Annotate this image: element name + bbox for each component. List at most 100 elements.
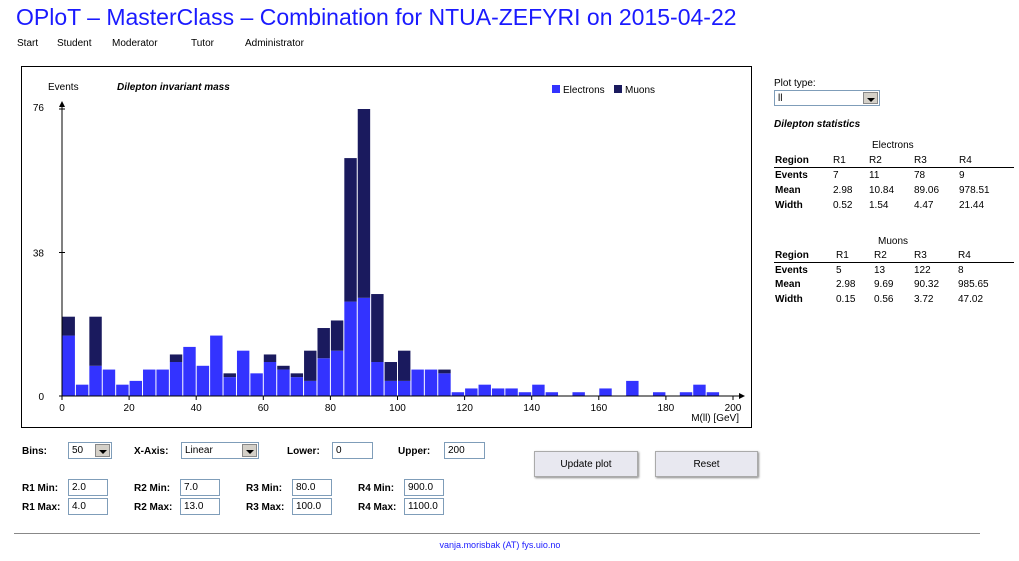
bins-value: 50 — [72, 445, 84, 456]
muons-cell: 13 — [874, 265, 886, 276]
footer-contact: vanja.morisbak (AT) fys.uio.no — [439, 540, 561, 550]
muons-cell: 122 — [914, 265, 931, 276]
upper-input[interactable] — [444, 442, 485, 459]
r2-min-label: R2 Min: — [134, 483, 171, 494]
bar-electrons — [116, 384, 129, 396]
bar-electrons — [129, 380, 143, 396]
x-tick-label: 60 — [258, 403, 270, 414]
bar-electrons — [478, 384, 491, 396]
muons-cell: 0.15 — [836, 294, 856, 305]
r1-min-input[interactable] — [68, 479, 108, 496]
bar-electrons — [304, 380, 317, 396]
bar-electrons — [411, 369, 424, 396]
nav-item-student[interactable]: Student — [57, 38, 92, 49]
x-tick-label: 0 — [59, 403, 65, 414]
muons-cell: 8 — [958, 265, 964, 276]
plot-type-value: ll — [778, 93, 783, 104]
muons-cell: 5 — [836, 265, 842, 276]
x-tick-label: 40 — [191, 403, 203, 414]
electrons-cell: 10.84 — [869, 185, 895, 196]
x-tick-label: 160 — [590, 403, 607, 414]
nav-item-tutor[interactable]: Tutor — [191, 38, 214, 49]
r2-max-input[interactable] — [180, 498, 220, 515]
bar-electrons — [223, 377, 236, 396]
bar-electrons — [210, 335, 223, 396]
bar-electrons — [317, 358, 330, 396]
reset-button[interactable]: Reset — [655, 451, 758, 477]
xaxis-select[interactable]: Linear — [181, 442, 259, 459]
x-tick-label: 140 — [523, 403, 540, 414]
bar-electrons — [706, 392, 720, 396]
lower-label: Lower: — [287, 446, 320, 457]
bar-electrons — [451, 392, 465, 396]
bar-electrons — [357, 297, 371, 396]
legend-label-electrons: Electrons — [563, 85, 605, 96]
bar-muons — [223, 373, 236, 378]
electrons-cell: 11 — [869, 170, 880, 181]
lower-input[interactable] — [332, 442, 373, 459]
muons-cell: 985.65 — [958, 279, 989, 290]
r3-min-input[interactable] — [292, 479, 332, 496]
bar-electrons — [75, 384, 89, 396]
r1-max-input[interactable] — [68, 498, 108, 515]
electrons-row-label: Width — [775, 200, 803, 211]
bar-electrons — [384, 380, 397, 396]
bar-electrons — [169, 362, 183, 396]
muons-table-title: Muons — [878, 236, 909, 247]
r4-max-input[interactable] — [404, 498, 444, 515]
bar-electrons — [183, 346, 196, 396]
bar-muons — [438, 369, 451, 374]
bar-muons — [371, 294, 384, 363]
stats-title: Dilepton statistics — [774, 119, 861, 130]
electrons-cell: 0.52 — [833, 200, 853, 211]
bar-electrons — [371, 362, 384, 396]
muons-cell: 47.02 — [958, 294, 984, 305]
electrons-cell: 1.54 — [869, 200, 889, 211]
bar-muons — [317, 328, 330, 359]
x-tick-label: 200 — [725, 403, 742, 414]
electrons-header-r2: R2 — [869, 155, 882, 166]
muons-header-r3: R3 — [914, 250, 927, 261]
r1-max-label: R1 Max: — [22, 502, 61, 513]
bar-electrons — [250, 373, 263, 396]
muons-header-r1: R1 — [836, 250, 849, 261]
electrons-header-divider — [774, 167, 1014, 168]
bar-muons — [62, 316, 75, 336]
chevron-down-icon[interactable] — [95, 444, 110, 457]
plot-type-label: Plot type: — [774, 78, 816, 89]
muons-row-label: Width — [775, 294, 803, 305]
bar-electrons — [102, 369, 116, 396]
x-tick-label: 120 — [456, 403, 473, 414]
upper-label: Upper: — [398, 446, 431, 457]
nav-item-start[interactable]: Start — [17, 38, 39, 49]
chart-title: Dilepton invariant mass — [117, 82, 230, 93]
chevron-down-icon[interactable] — [242, 444, 257, 457]
bar-electrons — [263, 362, 277, 396]
electrons-row-label: Events — [775, 170, 808, 181]
muons-cell: 90.32 — [914, 279, 940, 290]
bar-muons — [304, 350, 317, 381]
electrons-cell: 4.47 — [914, 200, 934, 211]
muons-header-region: Region — [775, 250, 809, 261]
bar-electrons — [62, 335, 75, 396]
y-axis-label: Events — [48, 82, 79, 93]
plot-type-select[interactable]: ll — [774, 90, 880, 106]
footer-divider — [14, 533, 980, 534]
r3-max-input[interactable] — [292, 498, 332, 515]
bar-electrons — [438, 373, 451, 396]
chevron-down-icon[interactable] — [863, 92, 878, 104]
bar-muons — [169, 354, 183, 363]
r4-min-input[interactable] — [404, 479, 444, 496]
electrons-cell: 9 — [959, 170, 965, 181]
y-tick-label: 76 — [33, 103, 45, 114]
legend-swatch-electrons — [552, 85, 560, 93]
bins-select[interactable]: 50 — [68, 442, 112, 459]
bar-electrons — [89, 365, 102, 396]
y-axis-arrow — [59, 101, 65, 107]
nav-item-moderator[interactable]: Moderator — [112, 38, 158, 49]
r2-min-input[interactable] — [180, 479, 220, 496]
electrons-header-r1: R1 — [833, 155, 846, 166]
bar-electrons — [518, 392, 532, 396]
update-plot-button[interactable]: Update plot — [534, 451, 638, 477]
nav-item-administrator[interactable]: Administrator — [245, 38, 304, 49]
